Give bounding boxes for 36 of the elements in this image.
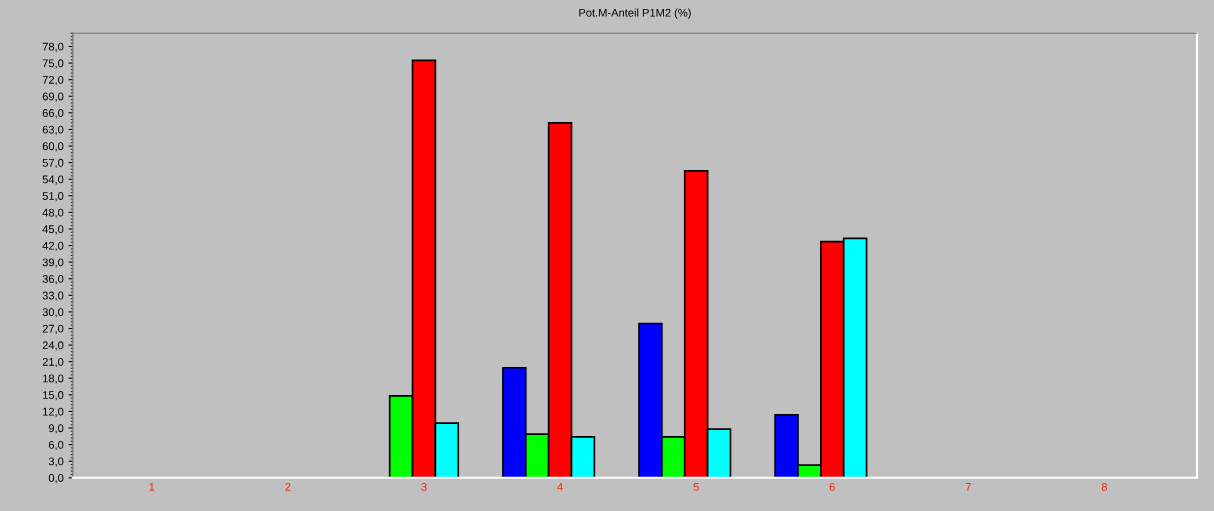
chart-title: Pot.M-Anteil P1M2 (%) xyxy=(579,8,691,19)
x-tick-label: 5 xyxy=(693,483,699,491)
y-tick-label: 36,0 xyxy=(42,274,64,285)
y-tick-label: 42,0 xyxy=(42,241,64,251)
y-tick-label: 54,0 xyxy=(42,175,64,185)
x-tick-label: 4 xyxy=(557,483,563,491)
y-tick-label: 30,0 xyxy=(42,308,64,318)
y-tick-label: 51,0 xyxy=(42,192,64,202)
y-tick-label: 3,0 xyxy=(48,457,64,467)
x-tick-label: 3 xyxy=(421,482,427,491)
y-tick-label: 39,0 xyxy=(42,258,64,268)
y-tick-label: 27,0 xyxy=(42,324,64,334)
y-tick-label: 66,0 xyxy=(42,109,64,119)
x-tick-label: 2 xyxy=(285,482,291,491)
y-tick-label: 69,0 xyxy=(42,92,64,102)
y-tick-label: 75,0 xyxy=(42,59,64,69)
y-tick-label: 24,0 xyxy=(42,341,64,351)
y-tick-label: 33,0 xyxy=(42,291,64,301)
x-tick-label: 8 xyxy=(1101,482,1108,491)
y-tick-label: 9,0 xyxy=(48,424,64,434)
y-tick-label: 21,0 xyxy=(42,357,64,368)
y-tick-label: 48,0 xyxy=(42,208,64,218)
x-tick-label: 6 xyxy=(829,482,835,491)
x-tick-label: 7 xyxy=(965,483,971,491)
y-tick-label: 72,0 xyxy=(42,75,64,86)
y-tick-label: 45,0 xyxy=(42,225,64,235)
y-tick-label: 12,0 xyxy=(43,407,64,417)
y-tick-label: 57,0 xyxy=(42,158,64,169)
y-tick-label: 63,0 xyxy=(42,125,64,135)
y-tick-label: 0,0 xyxy=(48,474,64,484)
y-tick-label: 6,0 xyxy=(48,440,64,451)
x-tick-label: 1 xyxy=(149,483,155,491)
y-tick-label: 78,0 xyxy=(42,42,64,52)
y-tick-label: 18,0 xyxy=(43,374,64,384)
y-tick-label: 60,0 xyxy=(42,142,64,152)
y-tick-label: 15,0 xyxy=(43,391,64,401)
